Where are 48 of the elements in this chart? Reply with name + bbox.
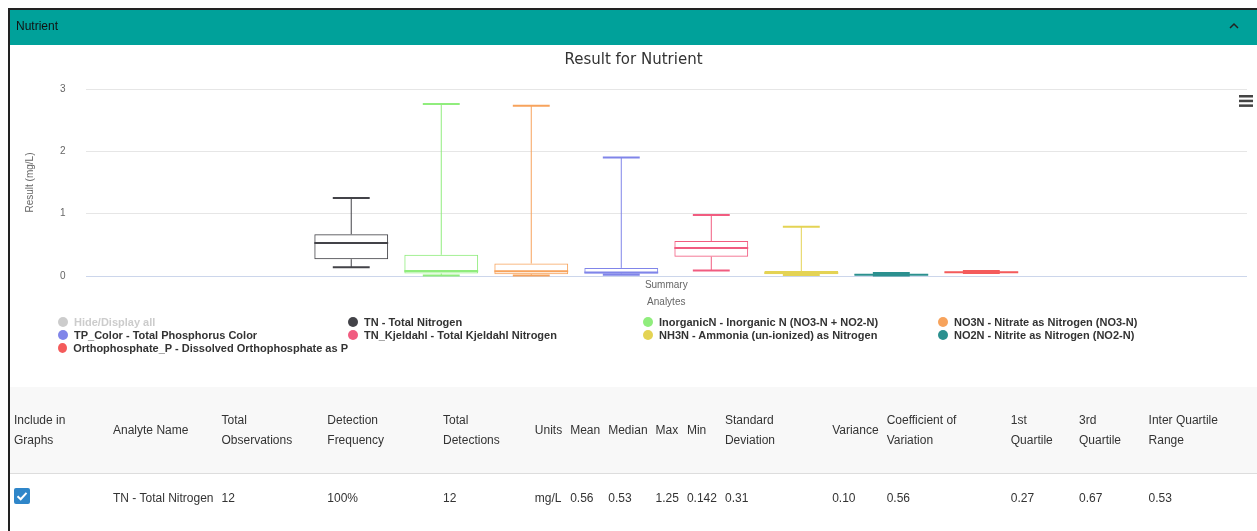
text: 0.56	[886, 490, 910, 505]
category-label: Include in Graphs	[10, 387, 110, 474]
text: 0.10	[832, 490, 856, 505]
category-label: Inter Quartile Range	[1144, 387, 1257, 474]
y-tick-label: 0	[60, 269, 66, 281]
legend-label: NO3N - Nitrate as Nitrogen (NO3-N)	[954, 316, 1138, 328]
category-label: Analyte Name	[109, 387, 218, 474]
y-tick-label: 2	[60, 145, 66, 157]
legend-label: NH3N - Ammonia (un-ionized) as Nitrogen	[659, 329, 878, 341]
category-label: Max	[651, 387, 683, 474]
text: 1.25	[655, 490, 679, 505]
text: 12	[221, 490, 235, 505]
text: 12	[443, 490, 457, 505]
category-label: Total Detections	[439, 387, 531, 474]
y-tick-label: 3	[60, 82, 66, 94]
x-tick-label: Summary	[644, 278, 688, 290]
text: 0.53	[608, 490, 632, 505]
text: Nutrient	[16, 19, 59, 33]
category-label: Median	[604, 387, 652, 474]
category-label: Coefficient of Variation	[882, 387, 1007, 474]
legend-label: TP_Color - Total Phosphorus Color	[74, 329, 258, 341]
text: 0.53	[1148, 490, 1172, 505]
category-label: Variance	[828, 387, 883, 474]
category-label: Detection Frequency	[323, 387, 440, 474]
legend-label: Orthophosphate_P - Dissolved Orthophosphate as P	[73, 342, 348, 354]
category-label: Mean	[566, 387, 605, 474]
legend-label: NO2N - Nitrite as Nitrogen (NO2-N)	[954, 329, 1135, 341]
legend-label: TN - Total Nitrogen	[364, 316, 463, 328]
category-label: 3rd Quartile	[1075, 387, 1145, 474]
category-label: Units	[530, 387, 567, 474]
y-axis-title: Result (mg/L)	[23, 152, 35, 213]
category-label: Total Observations	[217, 387, 324, 474]
text: mg/L	[534, 490, 562, 505]
category-label: Standard Deviation	[720, 387, 829, 474]
text: 0.27	[1010, 490, 1035, 505]
chart-title: Result for Nutrient	[564, 49, 703, 68]
text: 0.56	[570, 490, 594, 505]
x-axis-title: Analytes	[647, 295, 686, 307]
text: 100%	[327, 490, 358, 505]
category-label: 1st Quartile	[1006, 387, 1076, 474]
legend-label: InorganicN - Inorganic N (NO3-N + NO2-N)	[659, 316, 879, 328]
text: TN - Total Nitrogen	[113, 490, 214, 505]
y-tick-label: 1	[60, 207, 66, 219]
category-label: Min	[682, 387, 721, 474]
text: 0.142	[686, 490, 717, 505]
legend-label: TN_Kjeldahl - Total Kjeldahl Nitrogen	[364, 329, 557, 341]
text: 0.67	[1079, 490, 1103, 505]
text: 0.31	[724, 490, 749, 505]
